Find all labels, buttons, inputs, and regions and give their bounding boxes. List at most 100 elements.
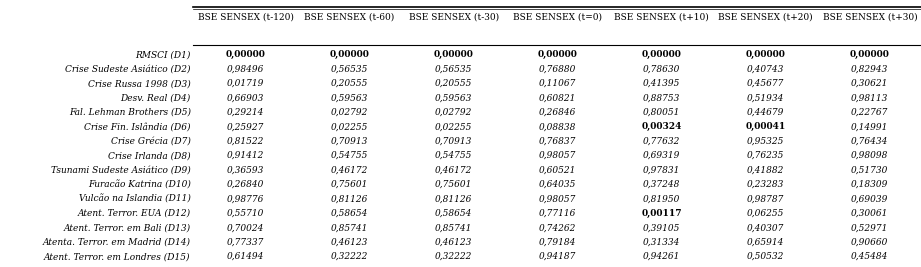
Text: 0,60521: 0,60521: [539, 166, 577, 175]
Text: 0,41395: 0,41395: [643, 79, 681, 88]
Text: 0,20555: 0,20555: [331, 79, 368, 88]
Text: 0,94261: 0,94261: [643, 252, 681, 261]
Text: BSE SENSEX (t+30): BSE SENSEX (t+30): [822, 13, 917, 22]
Text: 0,20555: 0,20555: [435, 79, 472, 88]
Text: 0,51730: 0,51730: [851, 166, 889, 175]
Text: 0,64035: 0,64035: [539, 180, 577, 189]
Text: 0,81950: 0,81950: [643, 194, 681, 203]
Text: 0,37248: 0,37248: [643, 180, 681, 189]
Text: Desv. Real (D4): Desv. Real (D4): [121, 93, 191, 103]
Text: 0,26846: 0,26846: [539, 108, 577, 117]
Text: BSE SENSEX (t=0): BSE SENSEX (t=0): [513, 13, 602, 22]
Text: 0,55710: 0,55710: [227, 209, 264, 218]
Text: 0,32222: 0,32222: [331, 252, 368, 261]
Text: 0,03821: 0,03821: [539, 266, 577, 267]
Text: 0,52971: 0,52971: [851, 223, 889, 232]
Text: 0,69319: 0,69319: [643, 151, 681, 160]
Text: 0,00000: 0,00000: [226, 50, 265, 59]
Text: 0,06846: 0,06846: [331, 266, 368, 267]
Text: 0,40307: 0,40307: [747, 223, 785, 232]
Text: Vulcão na Islandia (D11): Vulcão na Islandia (D11): [79, 194, 191, 203]
Text: 0,23239: 0,23239: [747, 266, 785, 267]
Text: 0,02255: 0,02255: [435, 122, 472, 131]
Text: 0,81126: 0,81126: [435, 194, 472, 203]
Text: 0,11067: 0,11067: [539, 79, 577, 88]
Text: Atent. Terror. EUA (D12): Atent. Terror. EUA (D12): [77, 209, 191, 218]
Text: Furacão Katrina (D10): Furacão Katrina (D10): [87, 180, 191, 189]
Text: BSE SENSEX (t+10): BSE SENSEX (t+10): [614, 13, 709, 22]
Text: 0,30061: 0,30061: [851, 209, 889, 218]
Text: 0,90660: 0,90660: [851, 238, 889, 247]
Text: 0,98496: 0,98496: [227, 65, 264, 74]
Text: 0,98776: 0,98776: [227, 194, 264, 203]
Text: 0,54755: 0,54755: [435, 151, 472, 160]
Text: 0,77632: 0,77632: [643, 137, 681, 146]
Text: 0,45484: 0,45484: [851, 252, 889, 261]
Text: 0,00000: 0,00000: [330, 50, 369, 59]
Text: Atent. Terror. em Londres (D15): Atent. Terror. em Londres (D15): [44, 252, 191, 261]
Text: 0,78630: 0,78630: [643, 65, 681, 74]
Text: 0,98113: 0,98113: [851, 93, 889, 103]
Text: 0,30621: 0,30621: [851, 79, 889, 88]
Text: 0,54755: 0,54755: [331, 151, 368, 160]
Text: 0,77337: 0,77337: [227, 238, 264, 247]
Text: 0,61494: 0,61494: [227, 252, 264, 261]
Text: 0,00000: 0,00000: [746, 50, 786, 59]
Text: Crise Sudeste Asiático (D2): Crise Sudeste Asiático (D2): [65, 65, 191, 74]
Text: 0,66903: 0,66903: [227, 93, 264, 103]
Text: 0,46172: 0,46172: [331, 166, 368, 175]
Text: BSE SENSEX (t-30): BSE SENSEX (t-30): [409, 13, 498, 22]
Text: 0,95325: 0,95325: [747, 137, 785, 146]
Text: 0,58654: 0,58654: [435, 209, 472, 218]
Text: 0,59563: 0,59563: [331, 93, 368, 103]
Text: 0,02143: 0,02143: [227, 266, 264, 267]
Text: 0,32222: 0,32222: [435, 252, 472, 261]
Text: 0,70024: 0,70024: [227, 223, 264, 232]
Text: 0,23283: 0,23283: [747, 180, 785, 189]
Text: 0,80051: 0,80051: [643, 108, 681, 117]
Text: 0,36593: 0,36593: [227, 166, 264, 175]
Text: 0,45677: 0,45677: [747, 79, 785, 88]
Text: 0,29214: 0,29214: [227, 108, 264, 117]
Text: 0,81126: 0,81126: [331, 194, 368, 203]
Text: 0,51934: 0,51934: [747, 93, 785, 103]
Text: 0,76837: 0,76837: [539, 137, 577, 146]
Text: 0,01719: 0,01719: [227, 79, 264, 88]
Text: BSE SENSEX (t-60): BSE SENSEX (t-60): [305, 13, 394, 22]
Text: 0,00000: 0,00000: [434, 50, 473, 59]
Text: 0,76434: 0,76434: [851, 137, 889, 146]
Text: 0,74262: 0,74262: [539, 223, 577, 232]
Text: 0,59563: 0,59563: [435, 93, 472, 103]
Text: 0,39105: 0,39105: [643, 223, 681, 232]
Text: RMSCI (D1): RMSCI (D1): [135, 50, 191, 59]
Text: 0,60821: 0,60821: [539, 93, 577, 103]
Text: 0,65914: 0,65914: [747, 238, 785, 247]
Text: Fal. Lehman Brothers (D5): Fal. Lehman Brothers (D5): [69, 108, 191, 117]
Text: 0,06255: 0,06255: [747, 209, 785, 218]
Text: Crise Irlanda (D8): Crise Irlanda (D8): [108, 151, 191, 160]
Text: 0,69039: 0,69039: [851, 194, 889, 203]
Text: 0,97831: 0,97831: [643, 166, 681, 175]
Text: 0,00000: 0,00000: [642, 50, 682, 59]
Text: 0,50532: 0,50532: [747, 252, 785, 261]
Text: 0,46123: 0,46123: [331, 238, 368, 247]
Text: 0,26840: 0,26840: [227, 180, 264, 189]
Text: 0,56535: 0,56535: [331, 65, 368, 74]
Text: 0,44679: 0,44679: [747, 108, 785, 117]
Text: Crise Russa 1998 (D3): Crise Russa 1998 (D3): [87, 79, 191, 88]
Text: 0,81522: 0,81522: [227, 137, 264, 146]
Text: 0,85741: 0,85741: [435, 223, 472, 232]
Text: 0,82943: 0,82943: [851, 65, 889, 74]
Text: 0,98787: 0,98787: [747, 194, 785, 203]
Text: 0,18309: 0,18309: [851, 180, 889, 189]
Text: 0,76880: 0,76880: [539, 65, 577, 74]
Text: Crise Grécia (D7): Crise Grécia (D7): [111, 137, 191, 146]
Text: 0,31334: 0,31334: [643, 238, 681, 247]
Text: 0,22767: 0,22767: [851, 108, 889, 117]
Text: BSE SENSEX (t-120): BSE SENSEX (t-120): [197, 13, 294, 22]
Text: 0,94187: 0,94187: [539, 252, 577, 261]
Text: Tsunami Sudeste Asiático (D9): Tsunami Sudeste Asiático (D9): [51, 166, 191, 175]
Text: 0,85741: 0,85741: [331, 223, 368, 232]
Text: 0,98098: 0,98098: [851, 151, 889, 160]
Text: 0,00117: 0,00117: [642, 209, 682, 218]
